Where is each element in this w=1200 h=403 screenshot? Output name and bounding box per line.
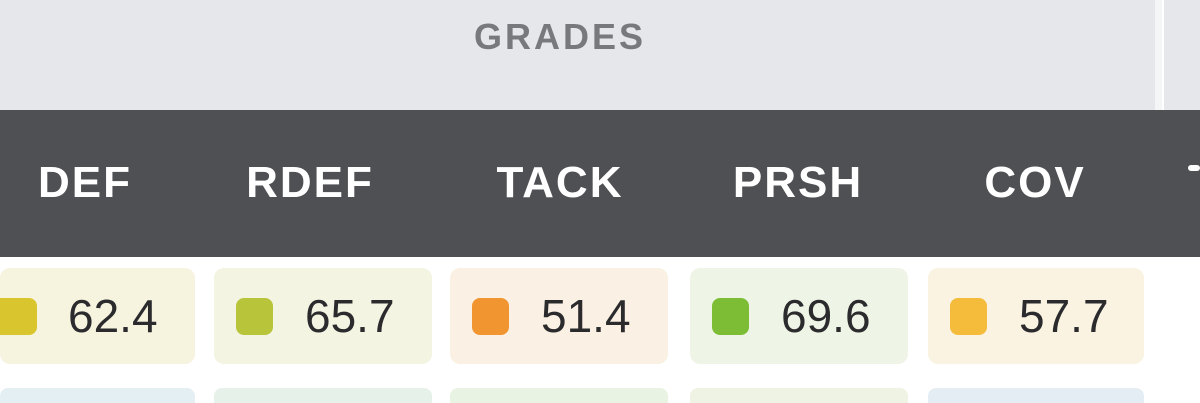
grade-value: 62.4 <box>68 290 158 342</box>
grade-color-swatch <box>950 297 987 335</box>
grade-color-swatch <box>472 297 509 335</box>
column-header-bar <box>0 110 1200 257</box>
grade-color-swatch <box>236 297 273 335</box>
grade-value: 69.6 <box>781 290 871 342</box>
grade-cell <box>214 388 432 403</box>
grade-cell <box>0 388 195 403</box>
column-header-rdef[interactable]: RDEF <box>246 158 374 207</box>
grade-cell <box>928 388 1144 403</box>
grades-title: GRADES <box>473 16 647 57</box>
grade-cell-tack[interactable]: 51.4 <box>450 268 668 364</box>
column-header-prsh[interactable]: PRSH <box>732 158 864 207</box>
column-header-tack[interactable]: TACK <box>496 158 624 207</box>
grade-value: 51.4 <box>541 290 631 342</box>
grade-cell <box>690 388 908 403</box>
grade-cell-rdef[interactable]: 65.7 <box>214 268 432 364</box>
grade-cell-prsh[interactable]: 69.6 <box>690 268 908 364</box>
column-header-def[interactable]: DEF <box>38 158 132 207</box>
column-header-cutoff <box>1188 165 1200 171</box>
grade-color-swatch <box>0 297 37 335</box>
grade-color-swatch <box>712 297 749 335</box>
grade-value: 65.7 <box>305 290 395 342</box>
next-group-header <box>1162 0 1200 110</box>
grade-cell-cov[interactable]: 57.7 <box>928 268 1144 364</box>
grade-value: 57.7 <box>1019 290 1109 342</box>
grade-cell-def[interactable]: 62.4 <box>0 268 195 364</box>
grade-cell <box>450 388 668 403</box>
column-header-cov[interactable]: COV <box>984 158 1086 207</box>
grades-group-header <box>0 0 1155 110</box>
